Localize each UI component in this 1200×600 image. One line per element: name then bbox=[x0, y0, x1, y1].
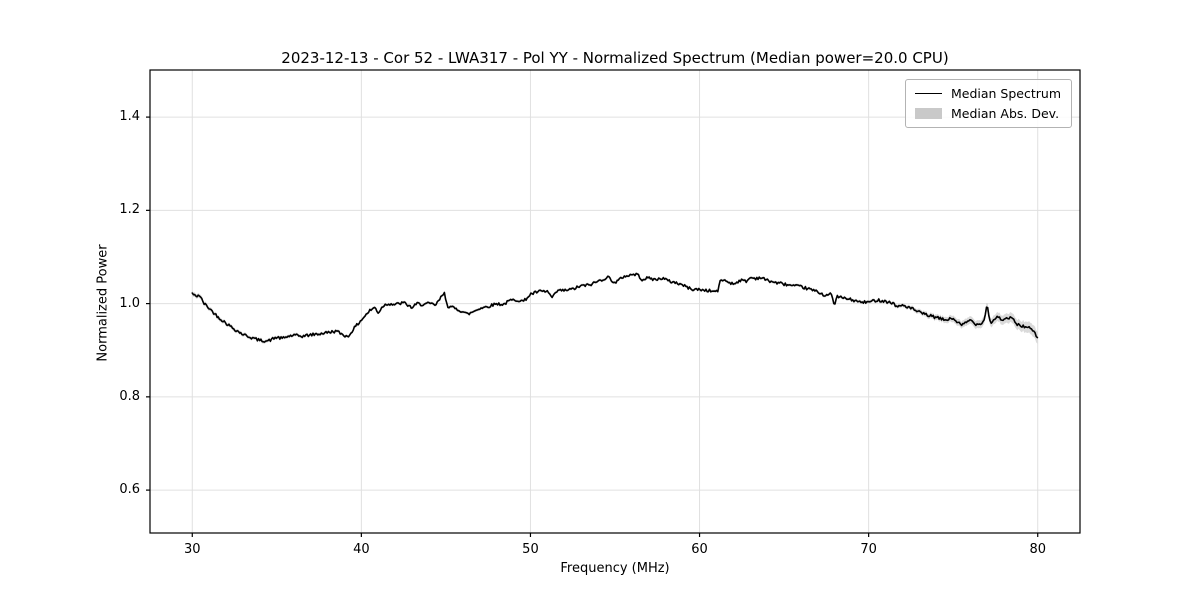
y-tick-label: 1.4 bbox=[119, 109, 140, 125]
x-axis-label: Frequency (MHz) bbox=[560, 561, 670, 576]
x-tick-label: 30 bbox=[183, 542, 201, 557]
x-tick-label: 50 bbox=[522, 542, 539, 557]
x-tick-label: 60 bbox=[691, 542, 708, 557]
axes-spines bbox=[149, 69, 1081, 534]
chart-title: 2023-12-13 - Cor 52 - LWA317 - Pol YY - … bbox=[281, 49, 949, 67]
x-tick-label: 70 bbox=[860, 542, 877, 557]
legend-entry-median-abs-dev: Median Abs. Dev. bbox=[914, 106, 1061, 121]
y-tick-label: 0.8 bbox=[119, 388, 140, 404]
legend-label: Median Abs. Dev. bbox=[950, 106, 1060, 121]
legend-label: Median Spectrum bbox=[950, 86, 1061, 101]
x-tick-label: 40 bbox=[353, 542, 370, 557]
legend-entry-median-spectrum: Median Spectrum bbox=[914, 86, 1061, 101]
y-tick-label: 0.6 bbox=[119, 482, 140, 498]
legend-line-sample-icon bbox=[914, 93, 942, 94]
legend: Median Spectrum Median Abs. Dev. bbox=[904, 79, 1072, 128]
median-spectrum-line bbox=[191, 272, 1039, 343]
legend-patch-sample-icon bbox=[914, 108, 942, 119]
x-tick-label: 80 bbox=[1029, 542, 1046, 557]
y-tick-label: 1.2 bbox=[119, 202, 140, 218]
y-tick-label: 1.0 bbox=[119, 295, 140, 311]
median-abs-dev-band bbox=[192, 272, 1038, 344]
